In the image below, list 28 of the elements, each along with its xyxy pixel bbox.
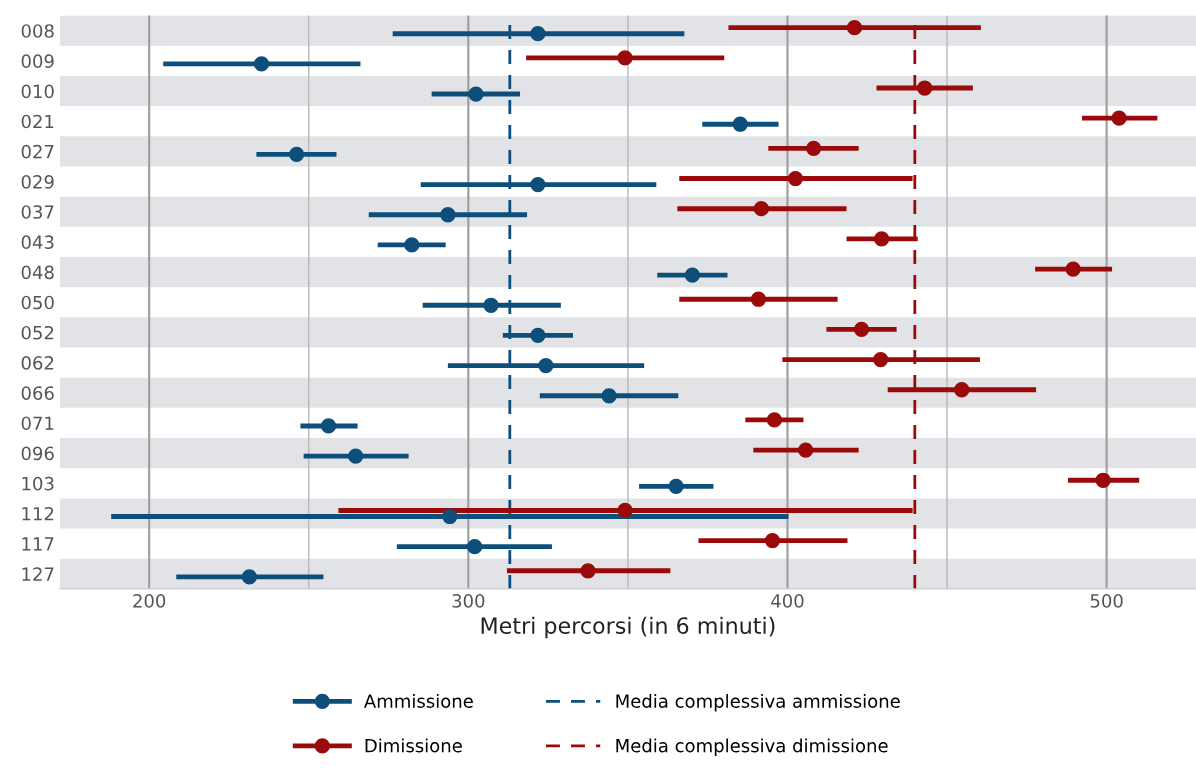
y-tick-label: 037 bbox=[21, 205, 54, 219]
legend-label: Media complessiva ammissione bbox=[616, 693, 900, 712]
y-tick-label: 066 bbox=[21, 386, 54, 400]
y-tick-label: 008 bbox=[21, 24, 54, 38]
y-tick-label: 048 bbox=[21, 265, 54, 280]
y-tick-label: 062 bbox=[21, 356, 54, 370]
y-tick-label: 112 bbox=[22, 506, 54, 521]
x-axis-title: Metri percorsi (in 6 minuti) bbox=[481, 616, 775, 639]
y-tick-label: 127 bbox=[22, 567, 54, 581]
y-tick-label: 043 bbox=[21, 235, 54, 250]
x-tick-label: 200 bbox=[133, 594, 166, 608]
legend-label: Ammissione bbox=[363, 693, 473, 708]
y-tick-label: 103 bbox=[22, 476, 54, 491]
legend-label: Media complessiva dimissione bbox=[616, 738, 888, 756]
y-tick-label: 029 bbox=[21, 175, 54, 189]
x-tick-label: 300 bbox=[452, 594, 485, 608]
y-tick-label: 009 bbox=[21, 54, 54, 68]
y-tick-label: 050 bbox=[21, 295, 54, 310]
y-tick-label: 071 bbox=[21, 416, 54, 431]
y-tick-label: 096 bbox=[21, 446, 54, 461]
x-tick-label: 500 bbox=[1090, 594, 1123, 608]
legend-label: Dimissione bbox=[365, 738, 462, 753]
y-tick-label: 117 bbox=[22, 537, 54, 551]
y-tick-label: 052 bbox=[21, 325, 54, 340]
y-tick-label: 021 bbox=[21, 114, 54, 129]
y-tick-label: 010 bbox=[21, 84, 54, 99]
x-tick-label: 400 bbox=[771, 594, 804, 608]
y-tick-label: 027 bbox=[21, 144, 54, 159]
